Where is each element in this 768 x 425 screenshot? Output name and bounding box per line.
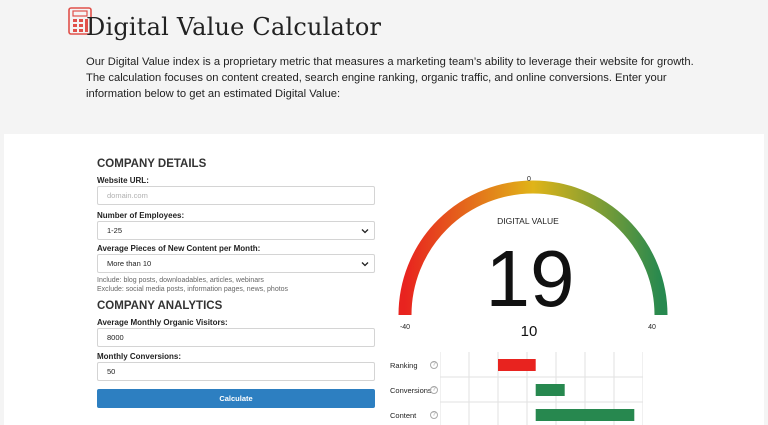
chevron-down-icon (361, 262, 369, 267)
website-url-label: Website URL: (97, 176, 149, 185)
company-analytics-heading: COMPANY ANALYTICS (97, 300, 223, 312)
intro-text: Our Digital Value index is a proprietary… (86, 56, 694, 100)
gauge-max-label: 40 (648, 324, 656, 331)
conversions-label: Monthly Conversions: (97, 352, 182, 361)
breakdown-bar-ranking (498, 359, 536, 371)
help-icon[interactable]: ? (430, 361, 438, 369)
breakdown-label-conversions: Conversions (390, 386, 432, 395)
breakdown-grid (440, 352, 643, 425)
employees-select-value: 1-25 (107, 226, 123, 235)
content-exclude-hint: Exclude: social media posts, information… (97, 286, 289, 293)
help-icon[interactable]: ? (430, 411, 438, 419)
chevron-down-icon (361, 229, 369, 234)
page-title: Digital Value Calculator (86, 13, 382, 41)
content-select[interactable]: More than 10 (97, 254, 375, 273)
employees-select[interactable]: 1-25 (97, 221, 375, 240)
help-icon[interactable]: ? (430, 386, 438, 394)
website-url-input[interactable]: domain.com (97, 186, 375, 205)
breakdown-label-ranking: Ranking (390, 361, 418, 370)
breakdown-chart: Ranking? Conversions? Content? (388, 352, 648, 425)
gauge-arc (398, 180, 668, 316)
calculate-button[interactable]: Calculate (97, 389, 375, 408)
calculator-icon (68, 7, 92, 35)
content-include-hint: Include: blog posts, downloadables, arti… (97, 277, 264, 284)
employees-label: Number of Employees: (97, 211, 185, 220)
content-select-value: More than 10 (107, 259, 152, 268)
gauge-value: 19 (486, 234, 575, 323)
conversions-input[interactable]: 50 (97, 362, 375, 381)
digital-value-gauge: 0 DIGITAL VALUE 19 -40 40 10 (398, 176, 668, 340)
company-details-heading: COMPANY DETAILS (97, 158, 207, 170)
gauge-secondary-value: 10 (521, 323, 538, 340)
breakdown-bar-conversions (535, 384, 565, 396)
gauge-min-label: -40 (400, 324, 410, 331)
organic-visitors-label: Average Monthly Organic Visitors: (97, 318, 228, 327)
page-header: Digital Value Calculator Our Digital Val… (0, 0, 768, 130)
gauge-title: DIGITAL VALUE (497, 216, 559, 226)
gauge-mid-label: 0 (527, 176, 531, 183)
breakdown-label-content: Content (390, 411, 417, 420)
breakdown-bar-content (535, 409, 635, 421)
content-label: Average Pieces of New Content per Month: (97, 244, 261, 253)
organic-visitors-input[interactable]: 8000 (97, 328, 375, 347)
